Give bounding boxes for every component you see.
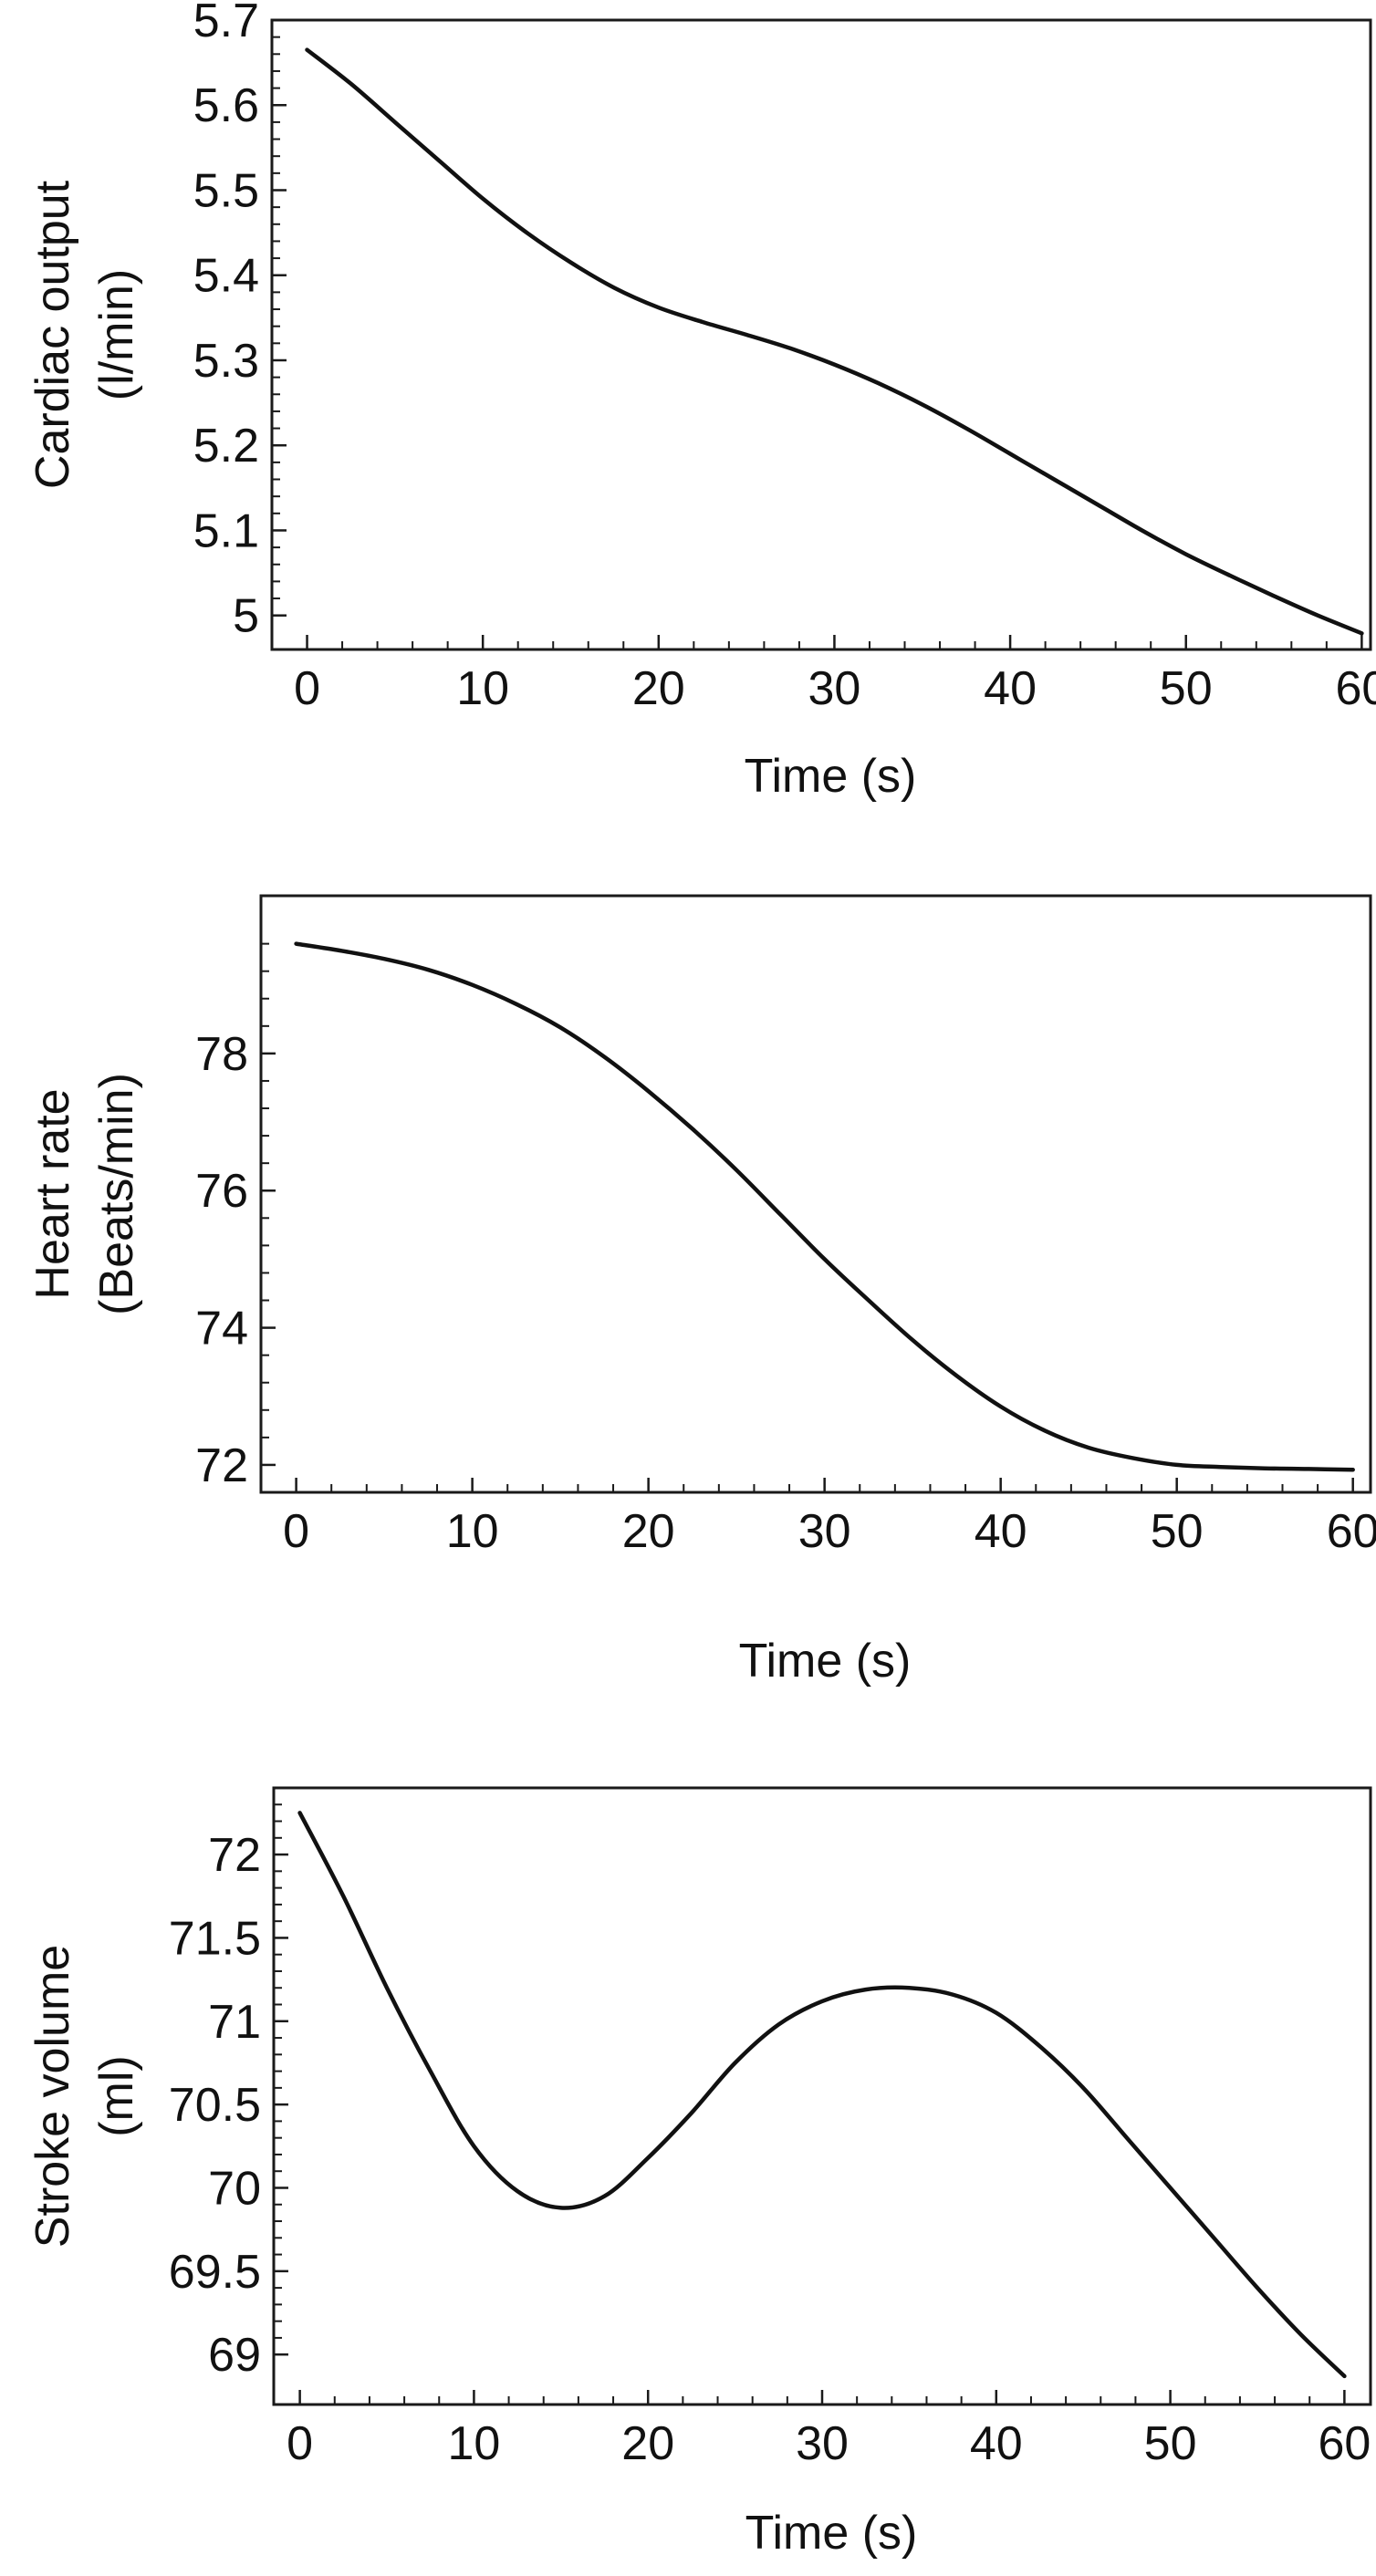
y-tick-label: 5.2 (193, 420, 259, 473)
y-axis-label-line-1: Cardiac output (26, 180, 79, 489)
y-tick-label: 78 (195, 1028, 248, 1081)
x-tick-label: 50 (1160, 662, 1213, 715)
series-line (294, 941, 1355, 1472)
y-tick-label: 5.6 (193, 79, 259, 132)
x-tick-label: 10 (456, 662, 509, 715)
y-tick-label: 70.5 (169, 2079, 261, 2132)
x-axis-label: Time (s) (739, 1635, 912, 1688)
x-tick-label: 0 (283, 1505, 309, 1558)
x-tick-label: 10 (446, 1505, 499, 1558)
y-tick-label: 5.3 (193, 335, 259, 388)
x-axis-label: Time (s) (745, 750, 917, 803)
x-tick-label: 40 (970, 2417, 1023, 2470)
x-tick-label: 20 (621, 2417, 674, 2470)
x-tick-label: 20 (632, 662, 685, 715)
y-tick-label: 72 (208, 1829, 261, 1882)
y-axis-label-line-2: (ml) (90, 2055, 143, 2137)
y-tick-label: 76 (195, 1165, 248, 1218)
y-tick-label: 5.4 (193, 250, 259, 303)
series-line (305, 47, 1364, 636)
x-tick-label: 40 (984, 662, 1037, 715)
x-tick-label: 0 (287, 2417, 313, 2470)
x-tick-label: 50 (1144, 2417, 1197, 2470)
y-tick-label: 72 (195, 1439, 248, 1492)
x-tick-label: 40 (975, 1505, 1027, 1558)
y-tick-label: 71.5 (169, 1912, 261, 1965)
chart-3: 0 10 20 30 40 50 60 69 69.5 70 70.5 71 71.5 72 Time (s… (26, 1786, 1372, 2560)
chart-2: 0 10 20 30 40 50 60 72 74 76 78 Time (s) Heart rate(… (26, 894, 1376, 1688)
y-tick-label: 69 (208, 2329, 261, 2382)
y-axis-label-line-2: (l/min) (90, 269, 143, 400)
x-tick-label: 0 (294, 662, 320, 715)
y-tick-label: 71 (208, 1996, 261, 2049)
plot-frame (259, 894, 1372, 1494)
x-tick-label: 60 (1318, 2417, 1371, 2470)
x-tick-label: 60 (1335, 662, 1376, 715)
x-axis-label: Time (s) (745, 2507, 918, 2560)
y-axis-label-line-2: (Beats/min) (90, 1073, 143, 1315)
y-axis-label-line-1: Stroke volume (26, 1945, 79, 2248)
x-tick-label: 30 (798, 1505, 851, 1558)
x-tick-label: 20 (622, 1505, 675, 1558)
y-tick-label: 70 (208, 2162, 261, 2215)
y-tick-label: 5 (233, 590, 259, 643)
plot-frame (270, 18, 1372, 651)
chart-1: 0 10 20 30 40 50 60 5 5.1 5.2 5.3 5.4 5.5 5.6 5.7 Time … (26, 0, 1376, 803)
x-tick-label: 30 (796, 2417, 849, 2470)
x-tick-label: 60 (1327, 1505, 1376, 1558)
x-tick-label: 50 (1151, 1505, 1204, 1558)
y-tick-label: 69.5 (169, 2246, 261, 2299)
y-tick-label: 5.1 (193, 504, 259, 557)
y-tick-label: 5.5 (193, 164, 259, 217)
plot-frame (272, 1786, 1372, 2406)
x-tick-label: 10 (447, 2417, 500, 2470)
y-tick-label: 5.7 (193, 0, 259, 47)
x-tick-label: 30 (808, 662, 861, 715)
y-axis-label-line-1: Heart rate (26, 1088, 79, 1299)
y-tick-label: 74 (195, 1303, 248, 1356)
series-line (297, 1811, 1347, 2379)
